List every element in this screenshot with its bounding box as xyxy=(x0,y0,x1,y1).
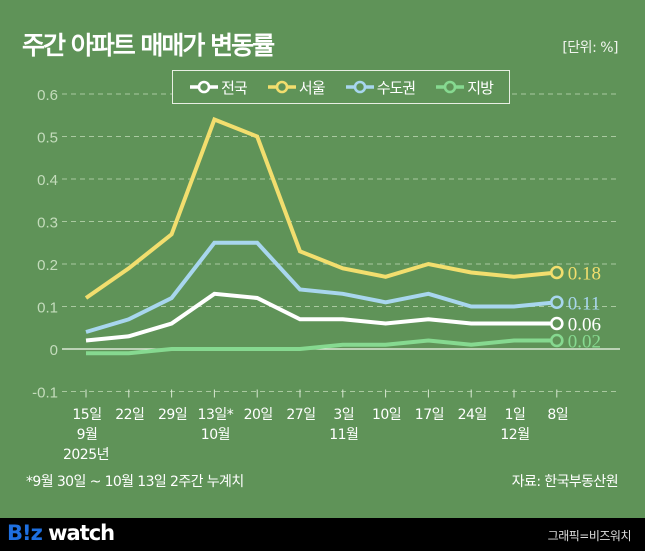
y-tick-label: 0.5 xyxy=(37,130,58,147)
month-label: 9월 xyxy=(77,427,98,443)
logo-watch: watch xyxy=(41,521,115,545)
chart-title: 주간 아파트 매매가 변동률 xyxy=(22,31,275,60)
y-tick-label: 0 xyxy=(50,342,58,359)
source-label: 자료: 한국부동산원 xyxy=(511,474,619,490)
unit-label: [단위: %] xyxy=(562,40,618,56)
y-tick-label: 0.4 xyxy=(37,172,58,189)
legend-item: 지방 xyxy=(435,77,494,98)
series-line-지방 xyxy=(86,338,557,356)
legend-line-marker-icon xyxy=(267,80,296,94)
series-line-서울 xyxy=(84,116,557,300)
legend-line-marker-icon xyxy=(190,80,219,94)
x-tick-label: 29일 xyxy=(158,407,187,423)
end-value-label: 0.06 xyxy=(568,315,601,336)
legend-label: 수도권 xyxy=(376,78,416,97)
x-tick-label: 3일 xyxy=(333,407,354,423)
footer-bar: B!z watch 그래픽=비즈워치 xyxy=(0,518,645,551)
month-label: 10월 xyxy=(201,427,230,443)
end-value-label: 0.02 xyxy=(568,332,601,353)
legend-label: 전국 xyxy=(221,78,248,97)
x-tick-label: 1일 xyxy=(505,407,526,423)
y-tick-label: 0.3 xyxy=(37,215,58,232)
end-marker-전국 xyxy=(549,316,564,331)
legend-line-marker-icon xyxy=(345,80,374,94)
x-tick-label: 10일 xyxy=(372,407,401,423)
legend: 전국 서울 수도권 지방 xyxy=(172,70,510,104)
series-line-전국 xyxy=(85,291,557,343)
end-value-label: 0.18 xyxy=(568,264,601,285)
year-label: 2025년 xyxy=(63,447,109,463)
legend-label: 지방 xyxy=(467,78,494,97)
graphic-credit: 그래픽=비즈워치 xyxy=(547,529,632,543)
x-tick-label: 13일* xyxy=(198,407,234,423)
logo-biz: B!z xyxy=(7,521,43,545)
x-tick-label: 20일 xyxy=(244,407,273,423)
legend-line-marker-icon xyxy=(436,80,465,94)
end-value-label: 0.11 xyxy=(568,293,601,314)
legend-label: 서울 xyxy=(298,78,326,97)
y-tick-label: 0.6 xyxy=(37,87,58,104)
x-tick-label: 17일 xyxy=(415,407,444,423)
y-tick-label: 0.1 xyxy=(37,300,58,317)
month-label: 11월 xyxy=(329,427,358,443)
x-tick-label: 24일 xyxy=(458,407,487,423)
y-tick-label: 0.2 xyxy=(37,257,58,274)
end-marker-수도권 xyxy=(549,295,564,310)
y-tick-label: -0.1 xyxy=(32,385,58,402)
bizwatch-logo: B!z watch xyxy=(7,521,115,545)
x-tick-label: 8일 xyxy=(547,407,568,423)
legend-item: 수도권 xyxy=(345,77,416,98)
month-label: 12월 xyxy=(500,427,529,443)
footnote: *9월 30일 ~ 10월 13일 2주간 누계치 xyxy=(26,474,244,490)
x-tick-label: 22일 xyxy=(115,407,144,423)
legend-item: 서울 xyxy=(267,77,325,98)
end-marker-서울 xyxy=(549,265,564,280)
end-marker-지방 xyxy=(549,333,564,348)
legend-item: 전국 xyxy=(189,77,248,98)
series-line-수도권 xyxy=(85,240,557,334)
x-tick-label: 27일 xyxy=(286,407,315,423)
x-tick-label: 15일 xyxy=(72,407,101,423)
